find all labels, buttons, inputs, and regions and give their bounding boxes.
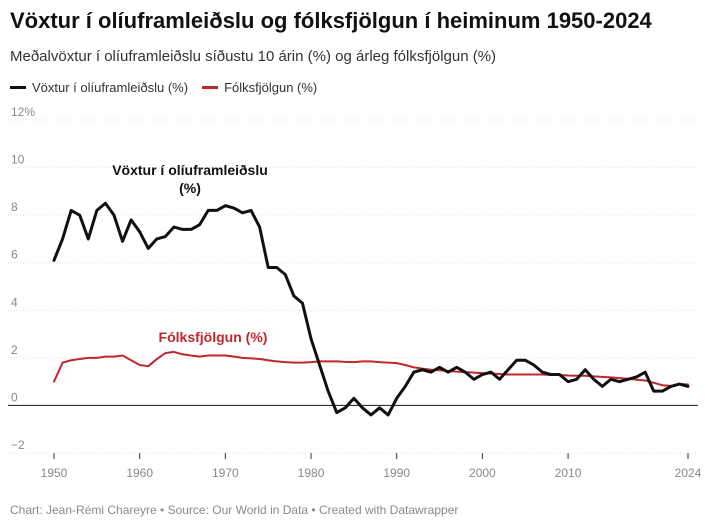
legend: Vöxtur í olíuframleiðslu (%) Fólksfjölgu… <box>10 80 331 95</box>
x-tick-label: 1970 <box>212 466 239 480</box>
x-tick-label: 1960 <box>126 466 153 480</box>
y-tick-label: 0 <box>11 390 18 404</box>
legend-swatch-oil <box>10 86 26 89</box>
chart-subtitle: Meðalvöxtur í olíuframleiðslu síðustu 10… <box>10 48 497 65</box>
y-tick-label: 12% <box>11 105 35 119</box>
y-tick-label: 10 <box>11 153 25 167</box>
legend-swatch-pop <box>202 86 219 89</box>
y-tick-label: 8 <box>11 200 18 214</box>
series-line-oil <box>52 201 690 417</box>
legend-label-pop: Fólksfjölgun (%) <box>224 80 318 95</box>
x-tick-label: 1950 <box>41 466 68 480</box>
legend-label-oil: Vöxtur í olíuframleiðslu (%) <box>32 80 189 95</box>
x-tick-label: 2000 <box>469 466 496 480</box>
y-tick-label: 6 <box>11 248 18 262</box>
y-tick-label: 4 <box>11 295 18 309</box>
series-line-population <box>53 350 689 387</box>
chart-footer: Chart: Jean-Rémi Chareyre • Source: Our … <box>10 503 459 517</box>
x-tick-label: 1980 <box>298 466 325 480</box>
annotation-population: Fólksfjölgun (%) <box>159 329 268 345</box>
chart-title: Vöxtur í olíuframleiðslu og fólksfjölgun… <box>10 8 652 33</box>
y-tick-label: −2 <box>11 438 25 452</box>
legend-item-pop: Fólksfjölgun (%) <box>202 80 317 95</box>
x-tick-label: 1990 <box>383 466 410 480</box>
annotation-oil: Vöxtur í olíuframleiðslu <box>112 162 268 178</box>
annotation-oil-unit: (%) <box>179 180 201 196</box>
x-tick-label: 2010 <box>555 466 582 480</box>
legend-item-oil: Vöxtur í olíuframleiðslu (%) <box>10 80 188 95</box>
x-tick-label: 2024 <box>675 466 702 480</box>
y-tick-label: 2 <box>11 343 18 357</box>
